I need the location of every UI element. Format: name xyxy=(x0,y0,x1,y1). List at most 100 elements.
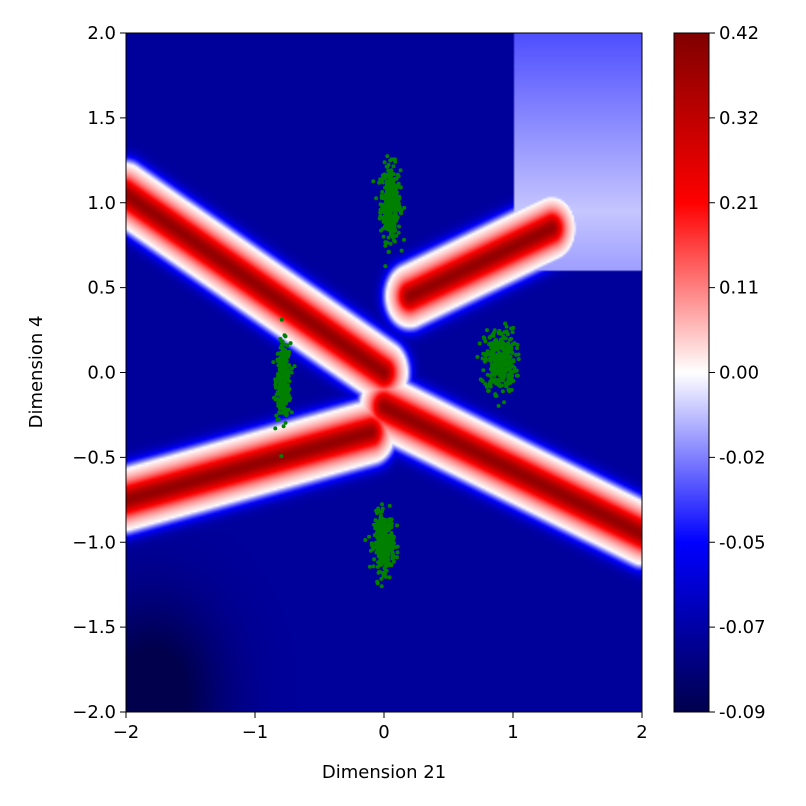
scatter-point xyxy=(280,350,284,355)
scatter-point xyxy=(379,576,384,581)
scatter-point xyxy=(506,342,511,347)
scatter-point xyxy=(278,337,283,341)
scatter-point xyxy=(504,384,509,389)
y-tick-label: 1.0 xyxy=(87,193,116,214)
scatter-point xyxy=(390,555,395,559)
scatter-point xyxy=(379,584,384,589)
y-tick-label: 0.0 xyxy=(87,363,116,384)
scatter-point xyxy=(283,348,288,353)
scatter-point xyxy=(493,345,498,350)
scatter-point xyxy=(282,354,287,358)
scatter-point xyxy=(372,557,377,562)
y-axis-label: Dimension 4 xyxy=(26,316,47,429)
scatter-point xyxy=(386,249,391,254)
scatter-point xyxy=(283,412,288,417)
scatter-point xyxy=(363,538,368,542)
x-tick-label: −2 xyxy=(113,722,140,743)
scatter-point xyxy=(509,369,514,374)
scatter-point xyxy=(280,360,285,365)
scatter-point xyxy=(377,563,382,568)
scatter-point xyxy=(384,186,389,191)
scatter-point xyxy=(279,317,284,322)
scatter-point xyxy=(386,227,391,232)
scatter-point xyxy=(381,216,386,221)
scatter-point xyxy=(402,205,407,210)
scatter-point xyxy=(397,224,401,229)
scatter-point xyxy=(391,534,396,539)
scatter-point xyxy=(485,328,489,333)
scatter-point xyxy=(501,336,506,341)
scatter-point xyxy=(276,417,281,422)
scatter-point xyxy=(379,529,384,534)
scatter-point xyxy=(483,339,488,344)
scatter-point xyxy=(274,392,279,397)
scatter-point xyxy=(388,204,393,209)
scatter-point xyxy=(281,371,286,376)
scatter-point xyxy=(371,179,376,184)
scatter-point xyxy=(477,341,482,346)
scatter-point xyxy=(496,382,501,387)
scatter-point xyxy=(286,374,291,379)
scatter-point xyxy=(287,379,292,384)
scatter-point xyxy=(378,214,383,219)
scatter-point xyxy=(397,196,402,201)
scatter-point xyxy=(500,389,505,394)
scatter-point xyxy=(494,371,499,376)
scatter-point xyxy=(393,159,398,164)
scatter-point xyxy=(373,524,378,528)
scatter-point xyxy=(505,332,510,337)
scatter-point xyxy=(279,364,284,369)
scatter-point xyxy=(384,529,389,534)
scatter-point xyxy=(389,524,394,529)
y-tick-label: 1.5 xyxy=(87,108,116,129)
scatter-point xyxy=(492,366,497,371)
scatter-point xyxy=(376,570,381,575)
scatter-point xyxy=(497,350,502,355)
scatter-point xyxy=(395,172,400,177)
scatter-point xyxy=(275,351,280,356)
scatter-point xyxy=(380,190,385,194)
scatter-point xyxy=(386,557,391,562)
scatter-point xyxy=(378,534,383,539)
scatter-point xyxy=(380,506,385,511)
scatter-point xyxy=(501,362,506,367)
scatter-point xyxy=(384,191,389,195)
scatter-point xyxy=(494,356,498,360)
scatter-point xyxy=(396,230,401,235)
colorbar-tick-label: -0.09 xyxy=(719,702,766,723)
scatter-point xyxy=(285,408,290,412)
scatter-point xyxy=(382,176,387,181)
scatter-point xyxy=(386,235,391,240)
scatter-point xyxy=(371,564,376,569)
scatter-point xyxy=(502,400,506,405)
scatter-point xyxy=(378,539,383,544)
x-tick-label: −1 xyxy=(242,722,269,743)
scatter-point xyxy=(481,368,486,373)
scatter-point xyxy=(383,264,388,269)
colorbar-tick-label: 0.32 xyxy=(719,108,759,129)
scatter-point xyxy=(513,369,518,373)
scatter-point xyxy=(502,370,507,375)
scatter-point xyxy=(274,378,278,383)
scatter-point xyxy=(383,574,388,579)
scatter-point xyxy=(395,550,400,555)
x-axis-label: Dimension 21 xyxy=(322,762,446,783)
scatter-point xyxy=(373,518,378,523)
scatter-point xyxy=(489,349,494,354)
colorbar-tick-label: 0.42 xyxy=(719,23,759,44)
scatter-point xyxy=(508,337,512,342)
scatter-point xyxy=(292,364,297,369)
scatter-point xyxy=(509,387,514,392)
scatter-point xyxy=(390,219,394,224)
scatter-point xyxy=(496,403,501,408)
scatter-point xyxy=(391,164,396,169)
scatter-point xyxy=(282,375,287,380)
scatter-point xyxy=(289,370,294,375)
scatter-point xyxy=(280,410,285,415)
scatter-point xyxy=(488,356,492,361)
scatter-point xyxy=(502,350,507,355)
scatter-point xyxy=(506,376,511,381)
scatter-point xyxy=(381,522,386,527)
scatter-point xyxy=(512,341,517,346)
scatter-point xyxy=(389,531,394,535)
